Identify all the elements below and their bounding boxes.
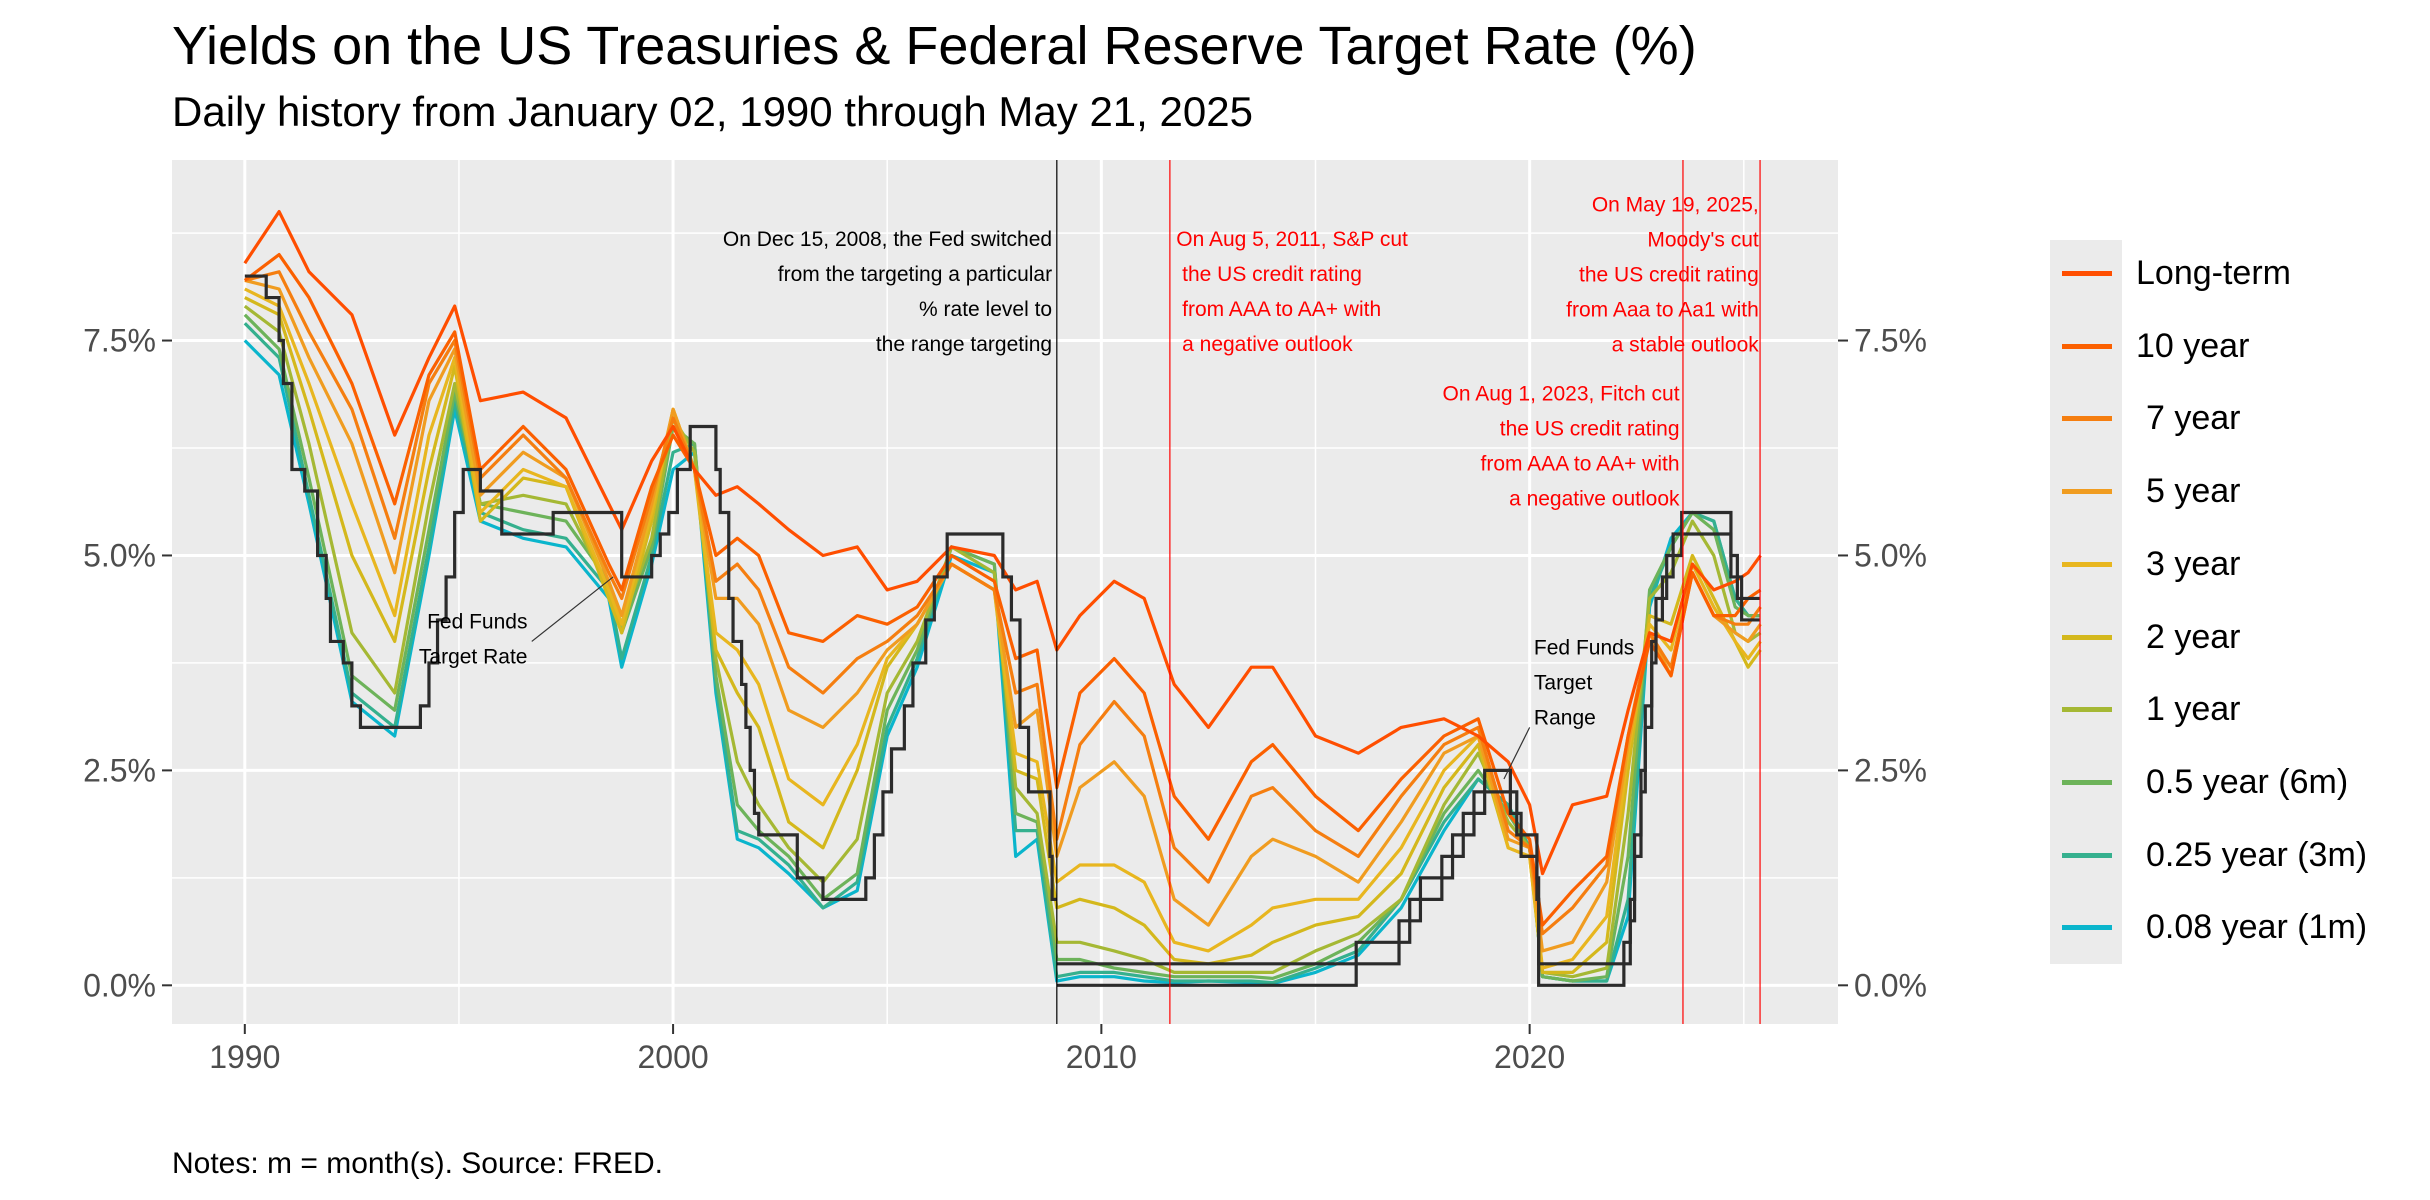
legend-key	[2062, 489, 2112, 495]
legend-item: 2 year	[2050, 612, 2430, 662]
legend-label: 0.08 year (1m)	[2146, 908, 2368, 947]
legend-item: 3 year	[2050, 539, 2430, 589]
y-tick-label: 2.5%	[83, 752, 156, 788]
series-line-5-year	[244, 278, 1762, 953]
annotation-pointer	[531, 576, 614, 642]
legend-label: 0.25 year (3m)	[2146, 835, 2368, 874]
legend-item: 0.08 year (1m)	[2050, 902, 2430, 952]
legend-key	[2062, 852, 2112, 858]
x-tick-label: 2020	[1494, 1039, 1565, 1075]
legend-label: 5 year	[2146, 472, 2241, 511]
x-tick-label: 2000	[637, 1039, 708, 1075]
legend-key	[2062, 707, 2112, 713]
y-tick-label: 7.5%	[83, 323, 156, 359]
chart-note: Notes: m = month(s). Source: FRED.	[172, 1147, 663, 1180]
chart-title: Yields on the US Treasuries & Federal Re…	[172, 16, 1697, 76]
fed-funds-range-lower-line	[1056, 532, 1761, 987]
y-tick-label-right: 2.5%	[1854, 752, 1927, 788]
legend-item: 0.25 year (3m)	[2050, 830, 2430, 880]
y-tick-label-right: 7.5%	[1854, 323, 1927, 359]
series-line-long-term	[243, 210, 1762, 876]
y-tick-label: 0.0%	[83, 967, 156, 1003]
legend-label: 0.5 year (6m)	[2146, 762, 2349, 801]
y-tick-label-right: 5.0%	[1854, 537, 1927, 573]
legend-item: 10 year	[2050, 321, 2430, 371]
annotation: On Aug 1, 2023, Fitch cut the US credit r…	[1443, 383, 1680, 511]
legend-item: 5 year	[2050, 466, 2430, 516]
fed-funds-range-upper-line	[1056, 510, 1761, 966]
annotation: Fed Funds Target Rate	[419, 611, 528, 669]
legend-item: 1 year	[2050, 684, 2430, 734]
x-tick-label: 2010	[1066, 1039, 1137, 1075]
annotation: On Dec 15, 2008, the Fed switched from th…	[723, 228, 1052, 356]
annotation-pointer	[1503, 727, 1531, 780]
fed-funds-target-rate-line	[244, 274, 1057, 901]
annotation: Fed Funds Target Range	[1534, 636, 1634, 729]
legend-label: 10 year	[2136, 326, 2250, 365]
legend-item: 0.5 year (6m)	[2050, 757, 2430, 807]
x-tick-label: 1990	[209, 1039, 280, 1075]
series-line-3-year	[244, 287, 1762, 970]
plot-panel	[172, 160, 1838, 1024]
legend-key	[2062, 779, 2112, 785]
legend-key	[2062, 416, 2112, 422]
legend-key	[2062, 271, 2112, 276]
series-line-1-year	[243, 304, 1762, 979]
annotation: On Aug 5, 2011, S&P cut the US credit ra…	[1176, 228, 1408, 356]
series-line-7-year	[244, 270, 1762, 936]
legend-item: Long-term	[2050, 248, 2430, 298]
chart-subtitle: Daily history from January 02, 1990 thro…	[172, 88, 1253, 135]
legend-item: 7 year	[2050, 393, 2430, 443]
legend-key	[2062, 561, 2112, 567]
legend-key	[2062, 925, 2112, 931]
legend-label: Long-term	[2136, 254, 2291, 292]
y-tick-label-right: 0.0%	[1854, 967, 1927, 1003]
legend-label: 1 year	[2146, 690, 2241, 729]
legend: Long-term 10 year 7 year 5 year 3 year 2 year…	[2050, 240, 2367, 964]
legend-key	[2062, 634, 2112, 640]
y-tick-label: 5.0%	[83, 537, 156, 573]
annotation: On May 19, 2025, Moody's cut the US credit…	[1566, 194, 1759, 357]
legend-label: 7 year	[2146, 399, 2241, 438]
series-line-10-year	[243, 253, 1762, 927]
legend-key	[2062, 343, 2112, 349]
legend-label: 3 year	[2146, 544, 2241, 583]
legend-label: 2 year	[2146, 617, 2241, 656]
